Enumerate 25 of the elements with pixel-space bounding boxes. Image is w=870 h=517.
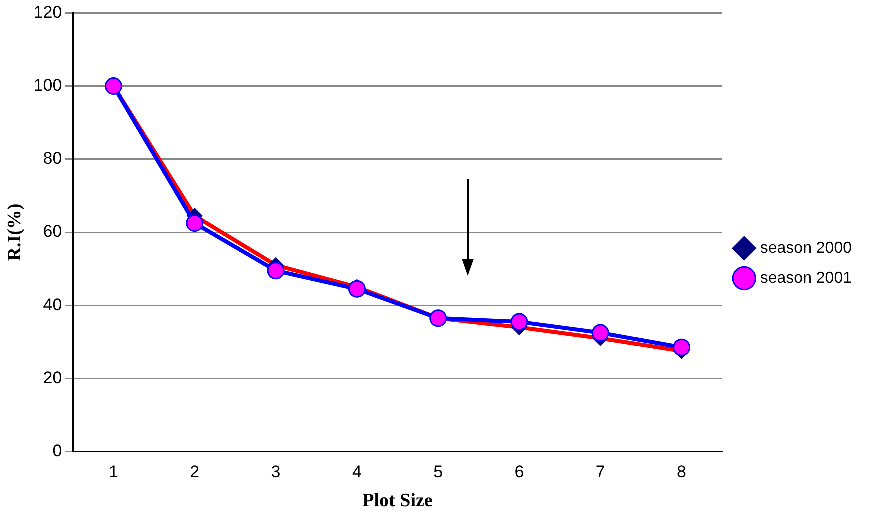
x-tick-label: 6 [514,462,524,482]
y-tick-label: 80 [43,149,62,168]
x-tick-label: 7 [596,462,606,482]
y-tick-label: 20 [43,368,62,388]
point [510,313,528,331]
x-tick-label: 3 [271,462,281,482]
y-tick-label: 40 [43,295,62,314]
point [348,280,366,298]
y-tick-label: 60 [43,222,62,242]
legend-label: season 2001 [760,270,852,287]
y-tick-label: 100 [34,76,62,95]
x-tick-label: 4 [352,462,362,482]
point [186,214,204,232]
legend-label: season 2000 [760,240,852,257]
x-tick-label: 5 [434,462,444,482]
y-axis-title: R.I(%) [4,204,26,262]
x-axis-title: Plot Size [362,490,433,512]
y-tick-label: 120 [34,2,62,22]
point [267,262,285,280]
point [592,324,610,342]
point [673,338,691,356]
x-tick-label: 8 [677,462,687,482]
x-tick-label: 2 [190,462,200,482]
x-tick-label: 1 [109,462,118,482]
y-tick-label: 0 [52,441,62,460]
